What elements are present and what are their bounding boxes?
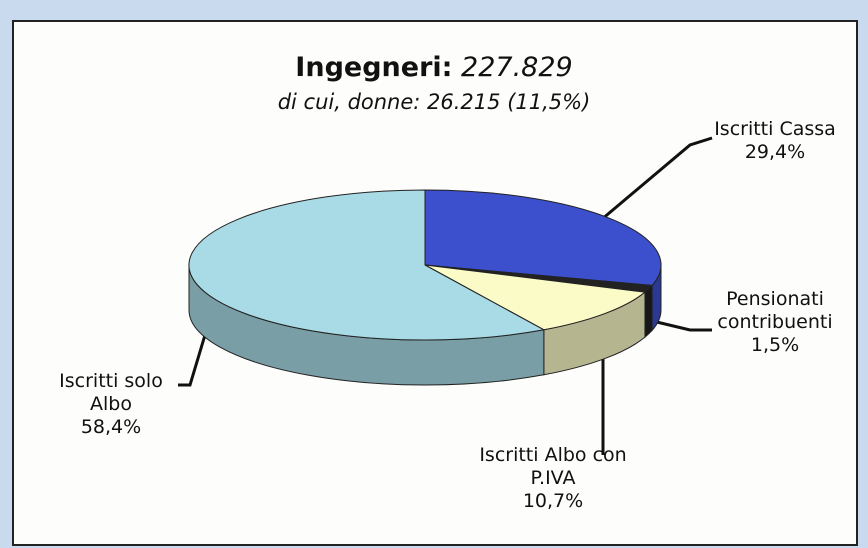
slice [188,189,546,341]
leader-line [594,136,713,227]
category-label: Iscritti Cassa [714,118,836,140]
chart-subtitle: di cui, donne: 26.215 (11,5%) [277,90,591,114]
value-label: 58,4% [80,416,142,438]
value-label: 1,5% [750,334,800,356]
title-total: 227.829 [461,52,573,83]
slice-label: Iscritti Albo con P.IVA 10,7% [478,444,628,513]
category-label: Iscritti Albo con P.IVA [479,444,627,489]
pie [188,189,662,386]
slice-label: Pensionati contribuenti 1,5% [700,288,850,357]
slice-label: Iscritti Cassa 29,4% [690,118,860,164]
category-label: Pensionati contribuenti [717,288,833,333]
chart-title: Ingegneri: 227.829 [0,52,868,83]
title-text: Ingegneri: [295,52,453,83]
value-label: 10,7% [522,490,584,512]
slice-label: Iscritti solo Albo 58,4% [40,370,182,439]
category-label: Iscritti solo Albo [59,370,163,415]
slice [424,189,662,286]
slice [424,264,647,331]
leader-line [178,334,207,387]
value-label: 29,4% [744,141,806,163]
slice-side [644,284,653,339]
